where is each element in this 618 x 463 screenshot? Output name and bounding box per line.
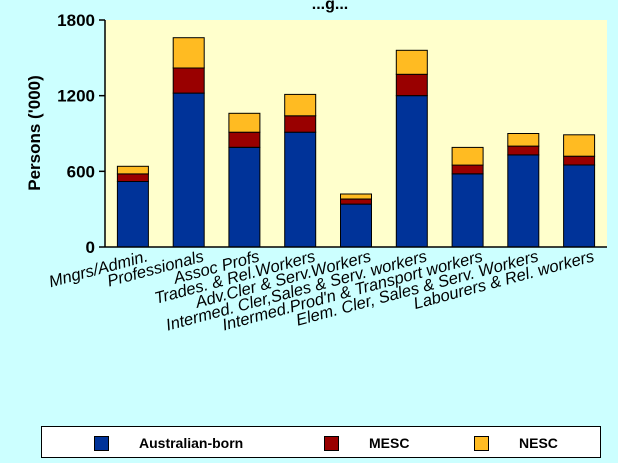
bar-australian-born-professionals	[172, 92, 205, 248]
legend-item-nesc: NESC	[474, 434, 558, 452]
bar-nesc-elem-cler-sales-serv-workers	[507, 133, 540, 147]
bar-mesc-labourers-rel-workers	[563, 155, 596, 166]
bar-mesc-professionals	[172, 67, 205, 94]
bar-mesc-trades-rel-workers	[284, 115, 317, 133]
legend-item-australian-born: Australian-born	[94, 434, 243, 452]
stacked-bar-chart: ...g... 0 600 1200 1800 Mngrs/Admin.Profess…	[25, 0, 607, 335]
legend-label-mesc: MESC	[369, 435, 410, 451]
bar-mesc-assoc-profs	[228, 131, 261, 148]
legend-item-mesc: MESC	[324, 434, 409, 452]
bar-australian-born-elem-cler-sales-serv-workers	[507, 154, 540, 248]
bar-australian-born-intermed-prod-n-transport-workers	[451, 173, 484, 248]
legend-swatch-mesc	[324, 435, 339, 451]
chart-legend: Australian-born MESC NESC	[41, 426, 601, 458]
bar-australian-born-trades-rel-workers	[284, 131, 317, 248]
bar-mesc-adv-cler-serv-workers	[340, 198, 372, 205]
bar-nesc-professionals	[172, 37, 205, 69]
bar-nesc-trades-rel-workers	[284, 93, 317, 117]
bar-nesc-adv-cler-serv-workers	[340, 193, 372, 200]
bar-nesc-assoc-profs	[228, 112, 261, 133]
bar-mesc-elem-cler-sales-serv-workers	[507, 145, 540, 156]
y-tick-label-0: 0	[86, 238, 95, 257]
bar-nesc-intermed-prod-n-transport-workers	[451, 146, 484, 166]
bar-australian-born-labourers-rel-workers	[563, 164, 596, 248]
y-tick-label-600: 600	[67, 162, 95, 181]
bar-mesc-intermed-cler-sales-serv-workers	[395, 73, 428, 97]
bar-australian-born-intermed-cler-sales-serv-workers	[395, 95, 428, 248]
chart-title: ...g...	[312, 0, 348, 13]
bar-australian-born-assoc-profs	[228, 146, 261, 248]
bar-australian-born-mngrs-admin	[116, 180, 149, 248]
bar-nesc-intermed-cler-sales-serv-workers	[395, 49, 428, 75]
legend-swatch-nesc	[474, 435, 489, 451]
y-axis-label: Persons ('000)	[25, 75, 44, 191]
legend-label-australian-born: Australian-born	[139, 435, 244, 451]
bar-group	[116, 37, 596, 248]
legend-label-nesc: NESC	[519, 435, 558, 451]
bar-mesc-intermed-prod-n-transport-workers	[451, 164, 484, 175]
y-axis-ticks: 0 600 1200 1800	[57, 11, 105, 257]
y-tick-label-1800: 1800	[57, 11, 95, 30]
legend-swatch-australian-born	[94, 435, 109, 451]
bar-nesc-labourers-rel-workers	[563, 134, 596, 157]
bar-mesc-mngrs-admin	[116, 173, 149, 182]
bar-nesc-mngrs-admin	[116, 165, 149, 175]
bar-australian-born-adv-cler-serv-workers	[340, 203, 372, 248]
y-tick-label-1200: 1200	[57, 87, 95, 106]
